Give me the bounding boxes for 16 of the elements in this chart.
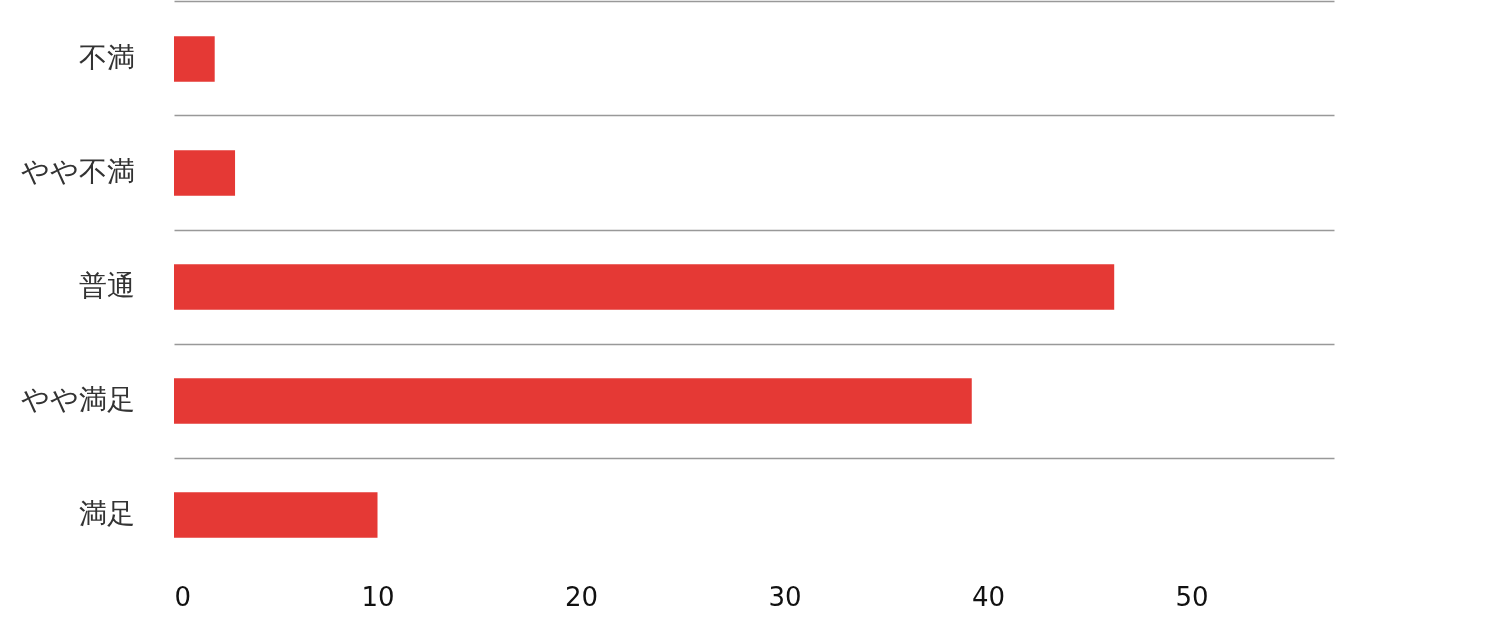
bar <box>174 378 972 424</box>
y-tick-label: 普通 <box>78 269 135 302</box>
bar <box>174 36 215 82</box>
x-tick-label: 0 <box>174 581 192 612</box>
y-tick-label: やや不満 <box>20 155 135 188</box>
bar <box>174 150 236 196</box>
bar <box>174 264 1115 310</box>
x-tick-label: 40 <box>971 581 1006 612</box>
x-tick-label: 10 <box>361 581 395 612</box>
bar <box>174 492 378 538</box>
y-tick-label: やや満足 <box>20 383 135 416</box>
y-tick-label: 不満 <box>78 41 135 74</box>
y-tick-label: 満足 <box>78 497 135 530</box>
x-tick-label: 20 <box>564 581 599 612</box>
x-tick-label: 30 <box>768 581 802 612</box>
x-tick-label: 50 <box>1175 581 1209 612</box>
